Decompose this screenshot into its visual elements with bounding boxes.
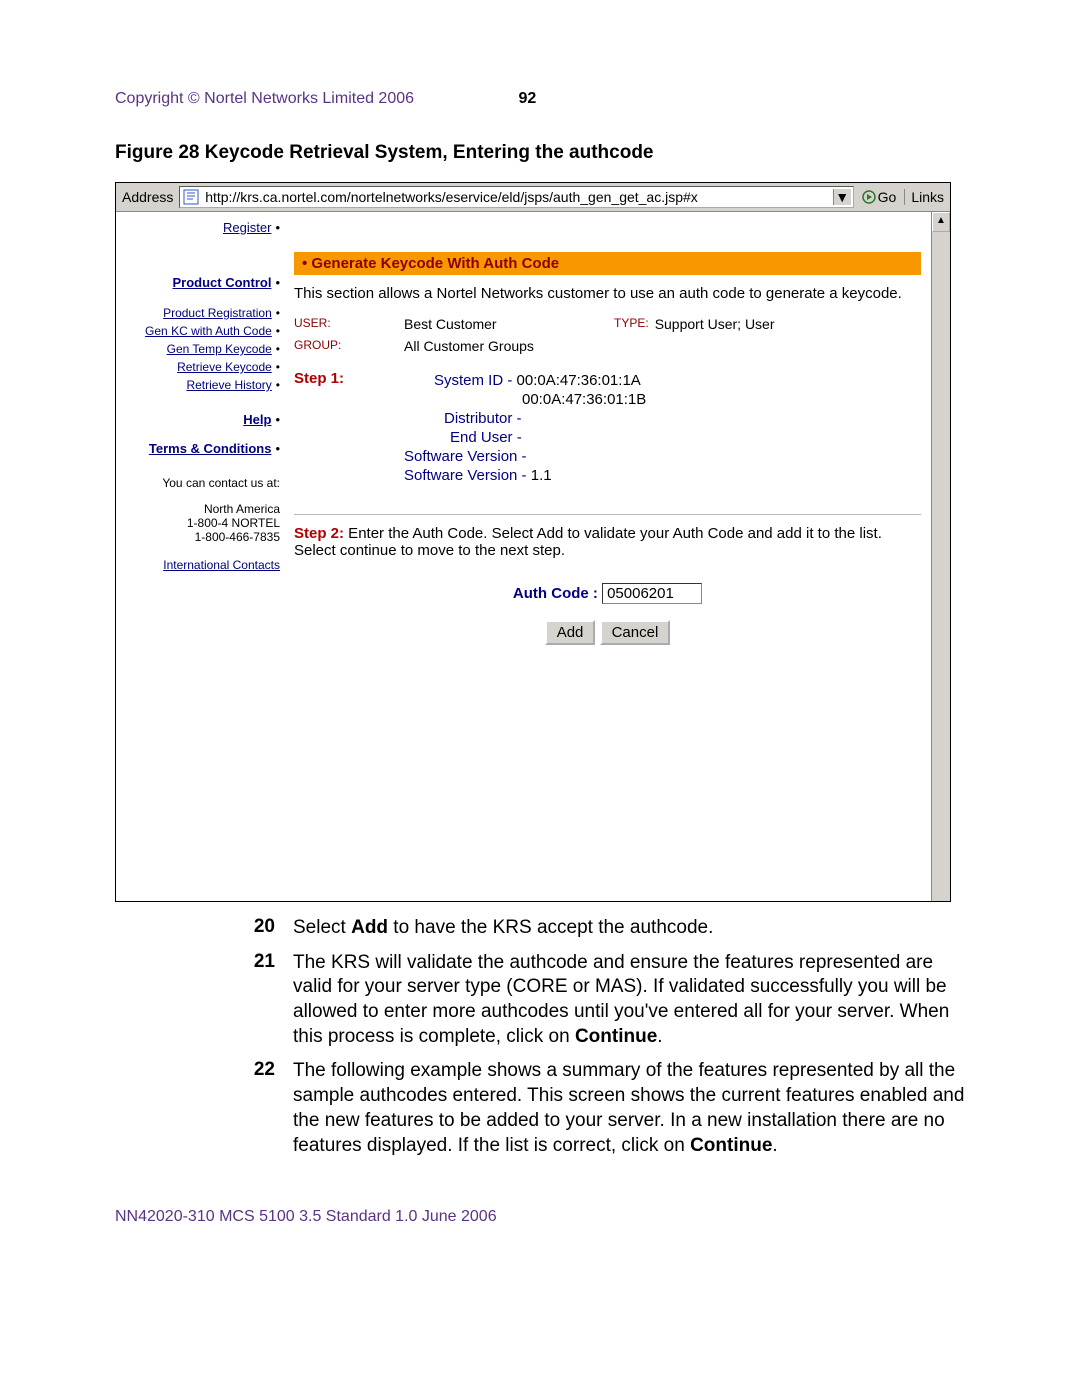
copyright-text: Copyright © Nortel Networks Limited 2006 bbox=[115, 90, 414, 107]
step-text: The KRS will validate the authcode and e… bbox=[293, 951, 965, 1050]
main-content: • Generate Keycode With Auth Code This s… bbox=[286, 212, 931, 902]
instruction-steps: 20 Select Add to have the KRS accept the… bbox=[115, 916, 965, 1158]
auth-code-input[interactable] bbox=[602, 583, 702, 604]
address-dropdown-icon[interactable]: ▼ bbox=[833, 189, 851, 205]
auth-code-label: Auth Code : bbox=[513, 585, 598, 602]
step2-text: Enter the Auth Code. Select Add to valid… bbox=[294, 525, 882, 559]
copyright-line: Copyright © Nortel Networks Limited 2006… bbox=[115, 90, 965, 108]
step1-l1b: 00:0A:47:36:01:1A bbox=[517, 372, 641, 389]
step1-content: System ID - 00:0A:47:36:01:1A 00:0A:47:3… bbox=[434, 370, 646, 486]
step1-l3: Distributor - bbox=[434, 410, 646, 427]
contact-intro: You can contact us at: bbox=[116, 476, 280, 490]
auth-code-row: Auth Code : bbox=[294, 583, 921, 604]
go-label: Go bbox=[878, 189, 897, 205]
add-button[interactable]: Add bbox=[545, 620, 596, 645]
figure-title: Figure 28 Keycode Retrieval System, Ente… bbox=[115, 142, 965, 164]
step-text: Select Add to have the KRS accept the au… bbox=[293, 916, 965, 941]
address-bar: Address ▼ Go Links bbox=[116, 183, 950, 212]
user-value: Best Customer bbox=[404, 316, 574, 332]
contact-phone2: 1-800-466-7835 bbox=[116, 530, 280, 544]
sidebar-item[interactable]: Gen KC with Auth Code bbox=[145, 324, 272, 338]
address-input[interactable] bbox=[203, 188, 833, 206]
sidebar-terms[interactable]: Terms & Conditions bbox=[149, 441, 272, 456]
section-header: • Generate Keycode With Auth Code bbox=[294, 252, 921, 275]
sidebar-help[interactable]: Help bbox=[243, 412, 271, 427]
step1-l5: Software Version - bbox=[404, 448, 646, 465]
type-label: TYPE: bbox=[614, 316, 649, 332]
sidebar: Register • Product Control • Product Reg… bbox=[116, 212, 286, 902]
sidebar-item[interactable]: Product Registration bbox=[163, 306, 272, 320]
step1-l6a: Software Version - bbox=[404, 467, 531, 484]
step-num: 20 bbox=[115, 916, 293, 941]
address-label: Address bbox=[116, 189, 179, 205]
section-intro: This section allows a Nortel Networks cu… bbox=[294, 285, 921, 302]
scrollbar[interactable]: ▲ bbox=[931, 212, 950, 902]
step-num: 22 bbox=[115, 1059, 293, 1158]
page-number: 92 bbox=[518, 90, 536, 107]
step1-l1a: System ID - bbox=[434, 372, 517, 389]
sidebar-item[interactable]: Retrieve History bbox=[186, 378, 271, 392]
contact-phone1: 1-800-4 NORTEL bbox=[116, 516, 280, 530]
step-text: The following example shows a summary of… bbox=[293, 1059, 965, 1158]
sidebar-item[interactable]: Gen Temp Keycode bbox=[167, 342, 272, 356]
group-label: GROUP: bbox=[294, 338, 404, 354]
step1-l6b: 1.1 bbox=[531, 467, 552, 484]
sidebar-product-control[interactable]: Product Control bbox=[173, 275, 272, 290]
cancel-button[interactable]: Cancel bbox=[600, 620, 671, 645]
step1-l2: 00:0A:47:36:01:1B bbox=[434, 391, 646, 408]
links-button[interactable]: Links bbox=[904, 189, 950, 205]
step-num: 21 bbox=[115, 951, 293, 1050]
sidebar-item[interactable]: Retrieve Keycode bbox=[177, 360, 272, 374]
browser-screenshot: Address ▼ Go Links bbox=[115, 182, 951, 902]
contact-region: North America bbox=[116, 502, 280, 516]
type-value: Support User; User bbox=[655, 316, 775, 332]
go-button[interactable]: Go bbox=[854, 189, 905, 205]
step1-l4: End User - bbox=[434, 429, 646, 446]
sidebar-register[interactable]: Register bbox=[223, 220, 271, 235]
page-footer: NN42020-310 MCS 5100 3.5 Standard 1.0 Ju… bbox=[115, 1208, 965, 1226]
contact-block: You can contact us at: North America 1-8… bbox=[116, 476, 280, 572]
address-input-wrap: ▼ bbox=[179, 186, 853, 208]
intl-contacts-link[interactable]: International Contacts bbox=[163, 558, 280, 572]
group-value: All Customer Groups bbox=[404, 338, 534, 354]
ie-page-icon bbox=[182, 188, 199, 206]
step2-label: Step 2: bbox=[294, 525, 344, 542]
step2-block: Step 2: Enter the Auth Code. Select Add … bbox=[294, 514, 921, 559]
scroll-up-icon[interactable]: ▲ bbox=[932, 212, 950, 232]
user-label: USER: bbox=[294, 316, 404, 332]
